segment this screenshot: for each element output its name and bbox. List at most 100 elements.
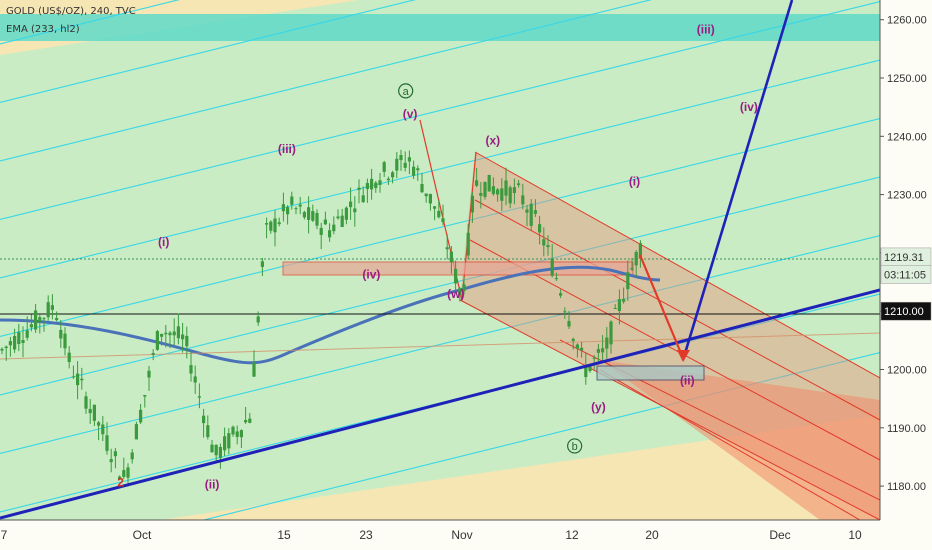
candle-body [17,332,21,345]
candle-body [395,158,399,171]
candle-body [449,251,453,263]
red-pitchfork [419,119,880,520]
wave-label: (iii) [278,142,296,156]
candle-body [206,425,210,438]
candle-body [235,431,239,437]
x-tick-label: 10 [848,528,862,542]
candle-body [386,178,390,181]
candle-body [80,378,84,381]
candle-body [416,168,420,171]
projection-arrow [677,350,690,362]
candle-body [412,166,416,176]
candle-body [399,155,403,161]
target-box [596,365,705,381]
y-tick-label: 1240.00 [887,131,927,143]
candle-body [164,332,168,335]
candle-body [202,415,206,424]
y-tick-label: 1250.00 [887,73,927,85]
candle-body [407,157,411,162]
candle-body [239,430,243,438]
candle-body [160,334,164,337]
candle-body [567,320,571,327]
candle-body [353,208,357,213]
candle-body [445,247,449,250]
indicator-legend: EMA (233, hl2) [6,24,80,35]
candle-body [580,347,584,351]
candle-body [496,189,500,195]
candle-body [13,335,17,350]
median-parallel-line [0,0,417,104]
x-tick-label: Dec [769,528,790,542]
wave-label: (x) [485,133,500,147]
candle-body [38,317,42,323]
candle-body [601,348,605,353]
candle-body [391,172,395,178]
median-parallel-line [0,176,880,396]
candle-body [630,268,634,270]
median-parallel-line [0,0,180,45]
candle-body [50,305,54,310]
candle-body [139,409,143,423]
wave-label: (ii) [680,374,695,388]
symbol-title: GOLD (US$/OZ), 240, TVC [6,6,136,17]
candle-body [8,341,12,346]
candle-body [29,324,33,328]
candle-body [46,302,50,318]
candle-body [290,196,294,205]
candle-body [479,192,483,196]
candle-body [76,373,80,386]
candle-body [88,408,92,414]
candle-body [605,337,609,349]
candle-body [214,444,218,456]
price-badge [880,265,932,284]
candle-body [42,318,46,320]
candle-body [151,353,155,355]
candle-body [542,239,546,246]
time-axis-bg [0,520,932,550]
candle-body [332,224,336,232]
candle-body [462,284,466,292]
price-badge [880,301,932,321]
candle-body [357,187,361,190]
candle-body [118,476,122,480]
candle-body [248,418,252,423]
candle-body [260,261,264,267]
candle-body [277,222,281,225]
candle-body [500,188,504,201]
candle-body [428,194,432,204]
candle-body [210,444,214,453]
candle-body [231,426,235,435]
price-badge-label: 03:11:05 [884,269,926,281]
candle-body [588,365,592,372]
candle-body [126,467,130,478]
candle-body [571,338,575,341]
candle-body [147,370,151,378]
candle-body [71,376,75,378]
candle-body [475,180,479,186]
candle-body [403,162,407,168]
candle-body [533,210,537,214]
y-tick-label: 1190.00 [887,423,926,435]
candle-body [365,182,369,189]
wave-label: (w) [447,287,464,301]
wave-label: (v) [403,107,418,121]
candle-body [617,299,621,311]
y-tick-label: 1180.00 [887,481,926,493]
candle-body [155,331,159,350]
candle-body [596,349,600,353]
ema-dotted [0,332,880,360]
candle-body [529,203,533,226]
candle-body [563,311,567,313]
candles [0,149,642,485]
price-badge-label: 1219.31 [884,252,924,264]
wave-label: (iv) [362,268,380,282]
candle-body [67,352,71,362]
candle-body [105,435,109,451]
wave-circle-label: b [572,441,578,453]
candle-body [223,436,227,451]
wave-label: (ii) [205,477,220,491]
candle-body [336,216,340,219]
fork-fill-bottom [600,360,880,520]
